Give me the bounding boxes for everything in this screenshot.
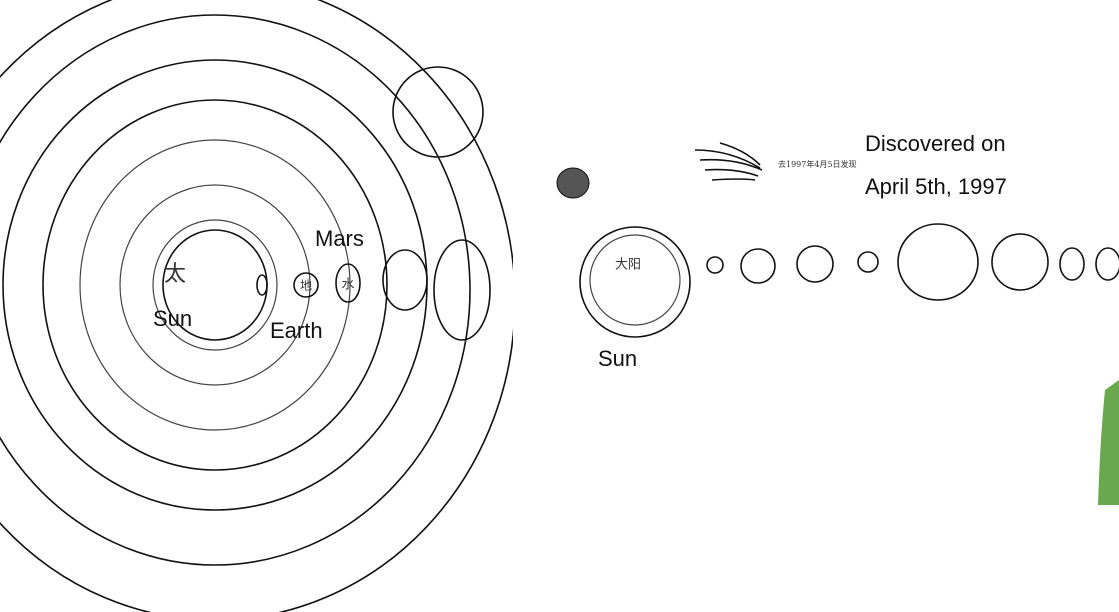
label: Earth [270, 318, 323, 343]
sketch-page: 太 地 水 Mars Sun Earth 大阳 去1997年4月5日发现 Dis… [0, 0, 1119, 612]
label: Mars [315, 226, 364, 251]
label: Discovered on [865, 131, 1006, 156]
handwritten-label: 太 [164, 262, 186, 287]
label: Sun [598, 346, 637, 371]
right-sketch: 大阳 去1997年4月5日发现 Discovered on April 5th,… [513, 130, 1119, 505]
handwritten-label: 地 [300, 279, 312, 293]
handwritten-label: 大阳 [615, 258, 641, 273]
label: April 5th, 1997 [865, 174, 1007, 199]
handwritten-label: 水 [341, 278, 354, 293]
hatched-planet [557, 168, 589, 198]
label: Sun [153, 306, 192, 331]
handwritten-note: 去1997年4月5日发现 [778, 159, 857, 169]
panel [513, 130, 1119, 505]
